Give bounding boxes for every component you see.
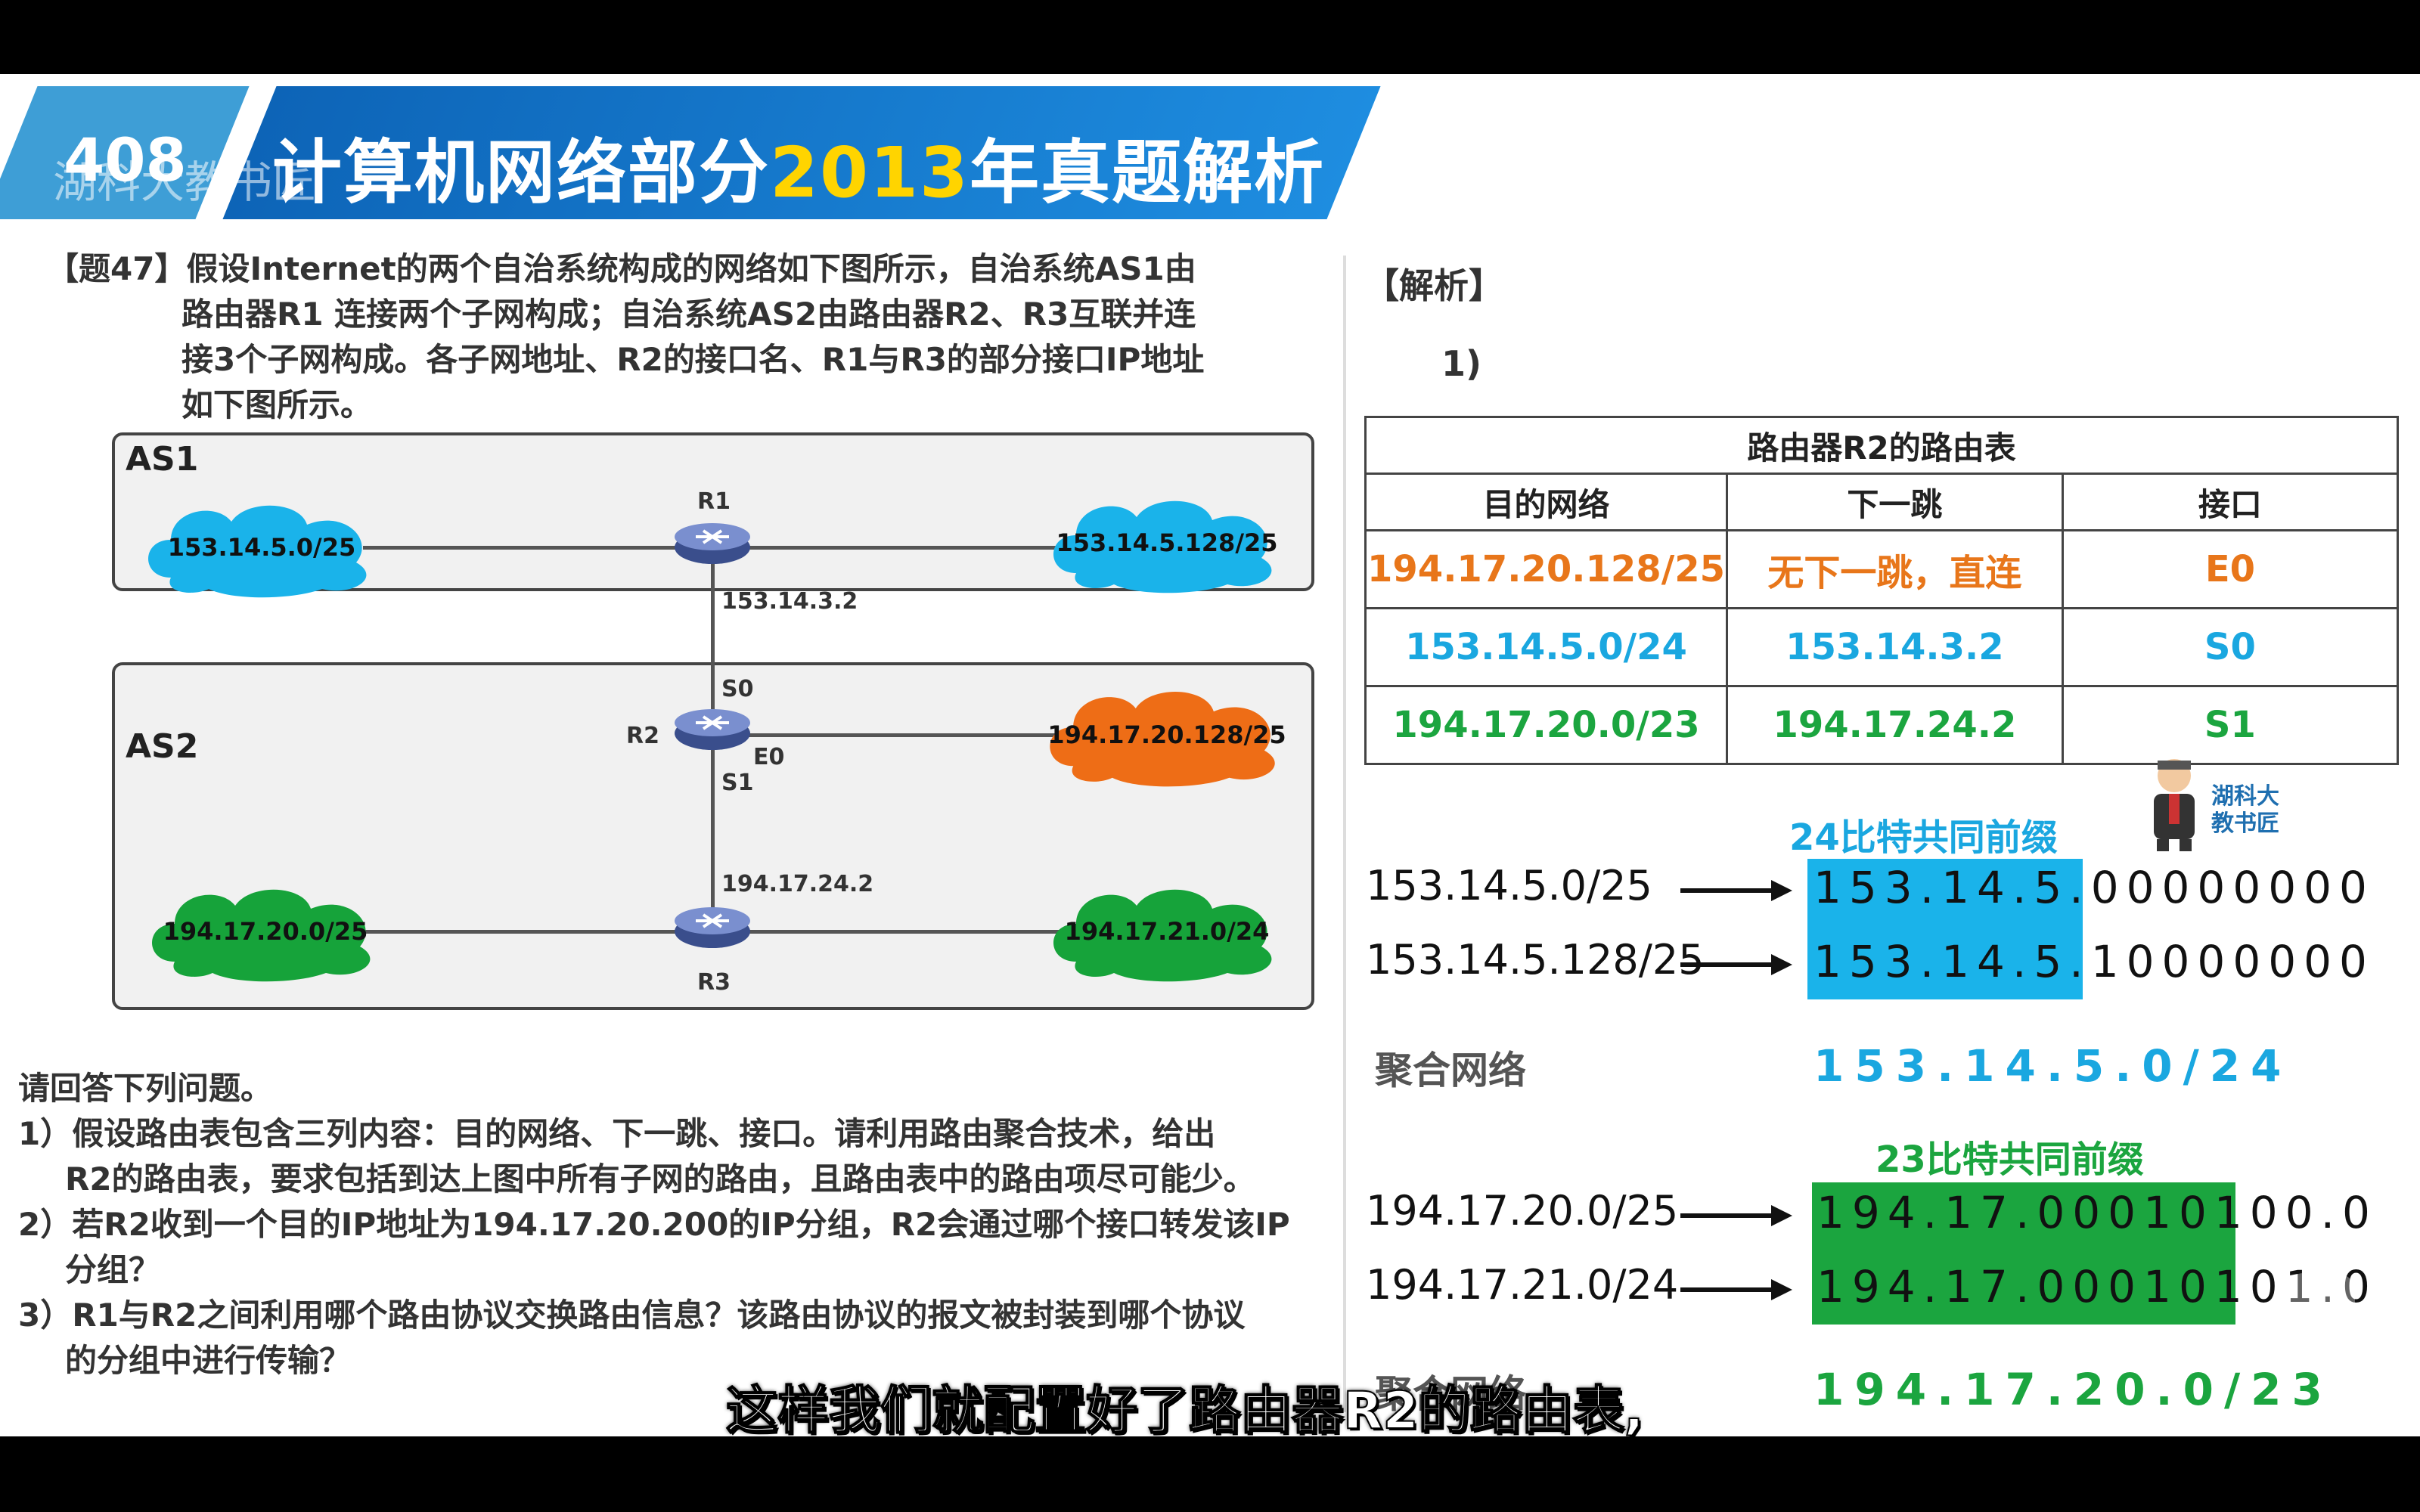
title-part-a: 计算机网络部分	[272, 132, 770, 213]
row3-iface: S1	[2062, 686, 2397, 764]
bits-3-prefix: 194.17.0001010	[1817, 1187, 2285, 1238]
ask-line-6: 3）R1与R2之间利用哪个路由协议交换路由信息？该路由协议的报文被封装到哪个协议	[18, 1293, 1245, 1338]
ask-line-5: 分组？	[65, 1247, 160, 1293]
mascot-line-1: 湖科大	[2211, 783, 2279, 810]
mascot-line-2: 教书匠	[2211, 810, 2279, 838]
ask-line-4: 2）若R2收到一个目的IP地址为194.17.20.200的IP分组，R2会通过…	[18, 1202, 1290, 1247]
r2-label: R2	[626, 723, 659, 749]
watermark: 湖科大教书匠	[53, 147, 316, 210]
row3-dest: 194.17.20.0/23	[1366, 686, 1727, 764]
analysis-heading: 【解析】	[1364, 259, 1503, 308]
col-hop: 下一跳	[1727, 474, 2063, 531]
mascot-icon	[2133, 754, 2216, 853]
table-title: 路由器R2的路由表	[1366, 417, 2398, 474]
row2-hop: 153.14.3.2	[1727, 609, 2063, 686]
router-r1-icon	[673, 520, 752, 573]
bits-4-prefix: 194.17.0001010	[1817, 1261, 2285, 1312]
r1-ip-label: 153.14.3.2	[721, 588, 858, 615]
question-line-2: 路由器R1 连接两个子网构成；自治系统AS2由路由器R2、R3互联并连	[182, 292, 1196, 337]
slide: 408 计算机网络部分2013年真题解析 湖科大教书匠 【题47】假设Inter…	[0, 74, 2420, 1436]
bits-2-rest: .10000000	[2069, 936, 2375, 987]
question-line-4: 如下图所示。	[182, 383, 372, 428]
ask-line-3: R2的路由表，要求包括到达上图中所有子网的路由，且路由表中的路由项尽可能少。	[65, 1157, 1255, 1202]
e0-label: E0	[753, 744, 784, 770]
router-r3-icon	[673, 904, 752, 957]
row2-iface: S0	[2062, 609, 2397, 686]
row1-hop: 无下一跳，直连	[1727, 531, 2063, 609]
table-row: 153.14.5.0/24 153.14.3.2 S0	[1366, 609, 2398, 686]
col-dest: 目的网络	[1366, 474, 1727, 531]
arrow-right-icon	[1680, 1201, 1794, 1231]
row3-hop: 194.17.24.2	[1727, 686, 2063, 764]
r3-ip-label: 194.17.24.2	[721, 871, 873, 897]
s0-label: S0	[721, 676, 753, 702]
table-row: 194.17.20.0/23 194.17.24.2 S1	[1366, 686, 2398, 764]
slide-title: 计算机网络部分2013年真题解析	[272, 116, 1325, 217]
r3-label: R3	[697, 969, 731, 996]
ask-line-7: 的分组中进行传输？	[65, 1338, 351, 1383]
net-e-label: 194.17.21.0/24	[1065, 917, 1270, 946]
prefix23-label: 23比特共同前缀	[1876, 1129, 2144, 1182]
question-line-1: 【题47】假设Internet的两个自治系统构成的网络如下图所示，自治系统AS1…	[47, 246, 1196, 292]
arrow-right-icon	[1680, 950, 1794, 980]
addr-1: 153.14.5.0/25	[1366, 862, 1652, 909]
s1-label: S1	[721, 770, 753, 796]
bits-3: 194.17.00010100.0	[1817, 1187, 2378, 1238]
video-subtitle: 这样我们就配置好了路由器R2的路由表,	[726, 1368, 1644, 1443]
as1-label: AS1	[126, 440, 198, 479]
col-iface: 接口	[2062, 474, 2397, 531]
cloud-net-e: 194.17.21.0/24	[1042, 878, 1292, 984]
question-line-3: 接3个子网构成。各子网地址、R2的接口名、R1与R3的部分接口IP地址	[182, 337, 1204, 383]
column-divider	[1343, 256, 1346, 1412]
arrow-right-icon	[1680, 875, 1794, 906]
net-c-label: 194.17.20.128/25	[1047, 720, 1286, 749]
row2-dest: 153.14.5.0/24	[1366, 609, 1727, 686]
agg-result-2: 194.17.20.0/23	[1813, 1364, 2333, 1415]
bits-1-rest: .00000000	[2069, 862, 2375, 913]
as2-label: AS2	[126, 727, 198, 766]
addr-3: 194.17.20.0/25	[1366, 1187, 1678, 1235]
part-one-label: 1)	[1441, 343, 1481, 384]
addr-4: 194.17.21.0/24	[1366, 1261, 1678, 1309]
prefix24-label: 24比特共同前缀	[1789, 807, 2058, 860]
net-d-label: 194.17.20.0/25	[163, 917, 368, 946]
r1-label: R1	[697, 488, 731, 515]
addr-2: 153.14.5.128/25	[1366, 936, 1705, 984]
cloud-net-c: 194.17.20.128/25	[1042, 679, 1292, 791]
title-year: 2013	[770, 132, 970, 213]
bits-1-prefix: 153.14.5	[1813, 862, 2069, 913]
agg-label-1: 聚合网络	[1375, 1040, 1526, 1095]
bits-2: 153.14.5.10000000	[1813, 936, 2375, 987]
row1-dest: 194.17.20.128/25	[1366, 531, 1727, 609]
title-part-b: 年真题解析	[970, 132, 1325, 213]
router-r2-icon	[673, 706, 752, 759]
cloud-net-b: 153.14.5.128/25	[1042, 490, 1292, 596]
bits-2-prefix: 153.14.5	[1813, 936, 2069, 987]
routing-table: 路由器R2的路由表 目的网络 下一跳 接口 194.17.20.128/25 无…	[1364, 416, 2399, 765]
ask-line-2: 1）假设路由表包含三列内容：目的网络、下一跳、接口。请利用路由聚合技术，给出	[18, 1111, 1215, 1157]
agg-result-1: 153.14.5.0/24	[1813, 1040, 2292, 1092]
ask-line-1: 请回答下列问题。	[18, 1066, 272, 1111]
row1-iface: E0	[2062, 531, 2397, 609]
bits-3-rest: 0.0	[2285, 1187, 2378, 1238]
net-a-label: 153.14.5.0/25	[168, 533, 356, 562]
cloud-net-d: 194.17.20.0/25	[141, 878, 390, 984]
table-row: 194.17.20.128/25 无下一跳，直连 E0	[1366, 531, 2398, 609]
bits-1: 153.14.5.00000000	[1813, 862, 2375, 913]
net-b-label: 153.14.5.128/25	[1056, 528, 1277, 557]
arrow-right-icon	[1680, 1275, 1794, 1305]
play-icon[interactable]	[2282, 1270, 2358, 1346]
link-r2-e0	[711, 733, 1062, 737]
cloud-net-a: 153.14.5.0/25	[141, 494, 383, 600]
